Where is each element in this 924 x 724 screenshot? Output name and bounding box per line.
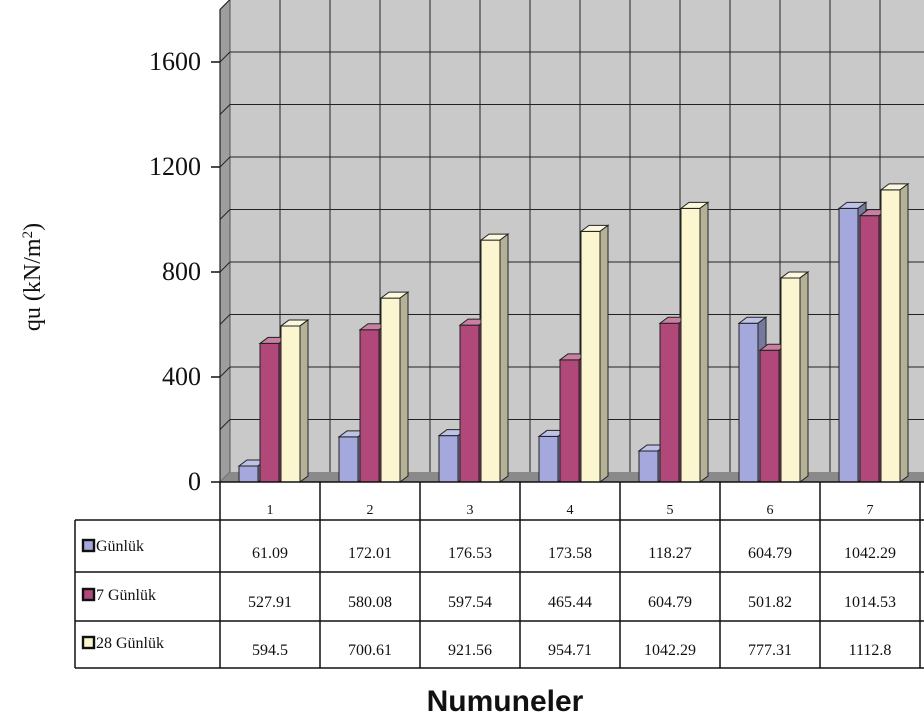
table-cell: 1042.29 (844, 545, 896, 562)
bar (479, 233, 510, 483)
x-tick-label: 6 (767, 503, 774, 518)
bar (579, 224, 610, 483)
table-cell: 921.56 (448, 642, 492, 659)
table-cell: 594.5 (252, 642, 288, 659)
table-cell: 61.09 (252, 545, 288, 562)
table-cell: 118.27 (648, 545, 691, 562)
table-cell: 597.54 (448, 594, 492, 611)
table-cell: 604.79 (648, 594, 692, 611)
bar (879, 182, 910, 483)
bar (379, 291, 410, 483)
table-cell: 465.44 (548, 594, 592, 611)
table-cell: 172.01 (348, 545, 392, 562)
x-tick-label: 7 (867, 503, 874, 518)
table-cell: 527.91 (248, 594, 292, 611)
x-tick-label: 1 (267, 503, 274, 518)
table-cell: 1014.53 (844, 594, 896, 611)
y-tick-label: 1200 (149, 152, 201, 181)
y-axis-label: qu (kN/m2) (20, 223, 46, 331)
legend-key (81, 587, 96, 602)
x-axis-label: Numuneler (427, 685, 584, 718)
x-tick-label: 4 (567, 503, 574, 518)
bar (679, 201, 710, 483)
bar (779, 270, 810, 483)
table-cell: 173.58 (548, 545, 592, 562)
table-cell: 580.08 (348, 594, 392, 611)
x-tick-label: 3 (467, 503, 474, 518)
table-cell: 1112.8 (849, 642, 892, 659)
table-cell: 604.79 (748, 545, 792, 562)
legend-label: 7 Günlük (96, 587, 156, 604)
legend-key (81, 635, 96, 650)
legend-label: 28 Günlük (96, 635, 164, 652)
table-cell: 954.71 (548, 642, 592, 659)
y-tick-label: 800 (162, 257, 201, 286)
table-cell: 777.31 (748, 642, 792, 659)
table-cell: 1042.29 (644, 642, 696, 659)
table-cell: 700.61 (348, 642, 392, 659)
y-tick-label: 1600 (149, 47, 201, 76)
x-tick-label: 2 (367, 503, 374, 518)
bar (279, 318, 310, 483)
x-tick-label: 5 (667, 503, 674, 518)
y-tick-label: 0 (188, 467, 201, 496)
table-cell: 501.82 (748, 594, 792, 611)
legend-label: Günlük (96, 538, 144, 555)
table-cell: 176.53 (448, 545, 492, 562)
legend-key (81, 538, 96, 553)
data-table: 1 2 3 4 5 6 7 Günlük 61.09 172.01 176.53 173.58 118.… (74, 481, 924, 669)
y-tick-label: 400 (162, 362, 201, 391)
y-axis-ticks: 0 400 800 1200 1600 (149, 47, 220, 496)
